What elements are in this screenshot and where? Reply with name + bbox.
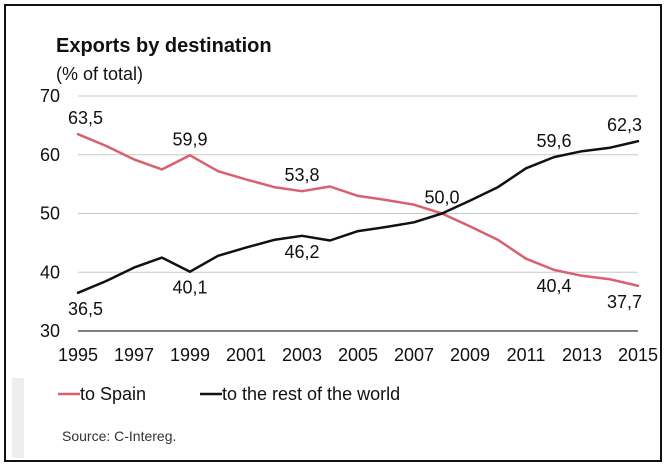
y-tick-label: 60 [40,145,60,165]
data-label: 53,8 [284,165,319,185]
data-label: 46,2 [284,242,319,262]
data-label: 40,1 [172,278,207,298]
data-labels: 63,5 59,9 53,8 40,4 37,7 36,5 40,1 46,2 50,0 59,6… [68,108,642,319]
x-tick-label: 2003 [282,345,322,365]
data-label: 59,9 [172,129,207,149]
series-line-world [76,139,640,295]
data-label: 37,7 [607,292,642,312]
x-axis: 1995 1997 1999 2001 2003 2005 2007 2009 2011 2013… [58,345,658,365]
x-tick-label: 2005 [338,345,378,365]
data-label: 62,3 [607,115,642,135]
source-note: Source: C-Intereg. [62,428,176,444]
x-tick-label: 2015 [618,345,658,365]
x-tick-label: 1999 [170,345,210,365]
y-tick-label: 40 [40,262,60,282]
x-tick-label: 2001 [226,345,266,365]
y-tick-label: 50 [40,204,60,224]
legend-label-world: to the rest of the world [222,384,400,404]
y-tick-label: 30 [40,321,60,341]
x-tick-label: 1995 [58,345,98,365]
y-axis: 30 40 50 60 70 [40,86,60,341]
legend-label-spain: to Spain [80,384,146,404]
x-tick-label: 2009 [450,345,490,365]
data-label: 50,0 [424,188,459,208]
x-tick-label: 2013 [562,345,602,365]
chart-frame [4,4,662,462]
grid [78,95,638,273]
data-label: 40,4 [536,276,571,296]
x-tick-label: 1997 [114,345,154,365]
x-tick-label: 2011 [507,345,546,365]
x-tick-label: 2007 [394,345,434,365]
data-label: 59,6 [536,131,571,151]
legend: to Spain to the rest of the world [58,384,400,404]
chart-subtitle: (% of total) [56,64,143,84]
data-label: 63,5 [68,108,103,128]
y-tick-label: 70 [40,86,60,106]
chart-title: Exports by destination [56,35,272,57]
data-label: 36,5 [68,299,103,319]
series-lines [76,132,640,295]
series-line-spain [76,132,640,288]
legend-side-bar [12,378,24,458]
